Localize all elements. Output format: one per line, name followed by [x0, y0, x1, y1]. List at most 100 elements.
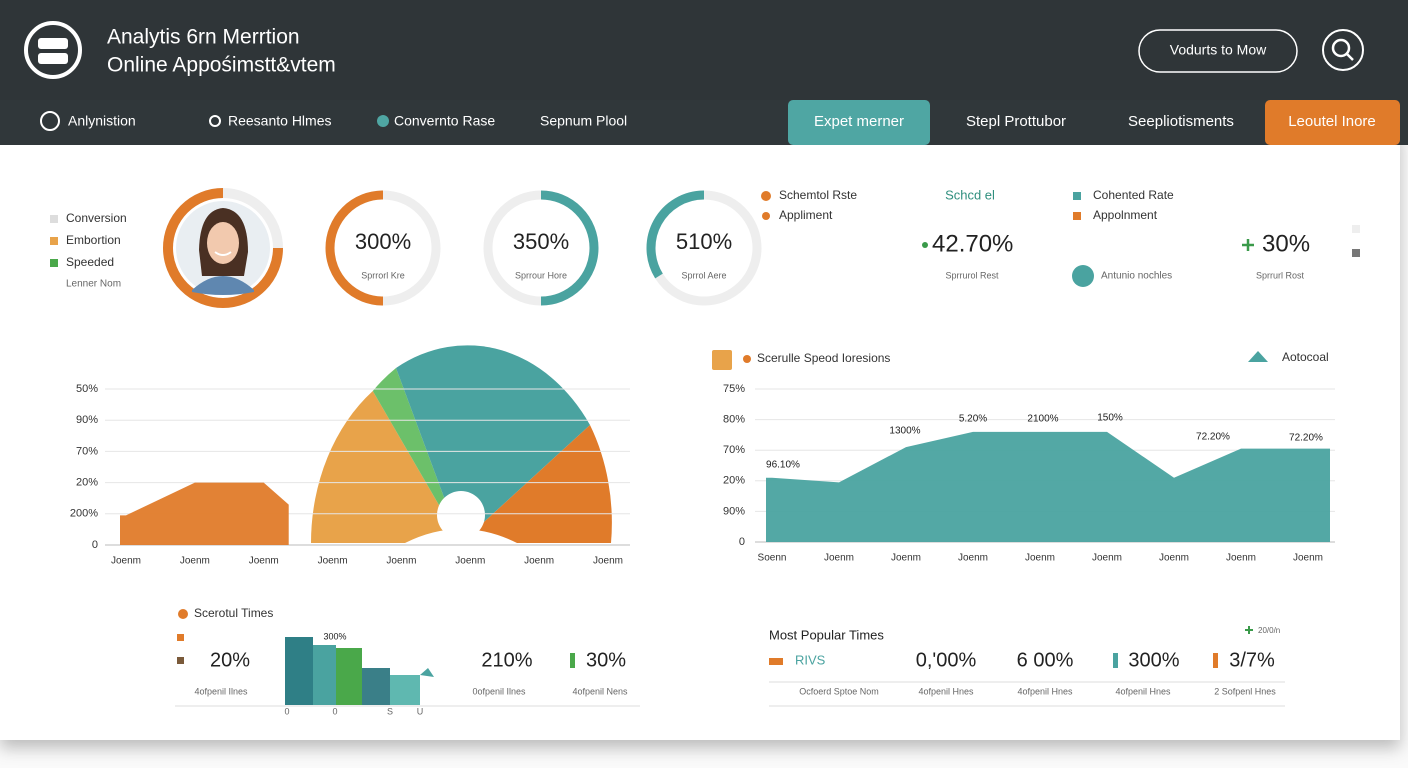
header-button-label[interactable]: Vodurts to Mow — [1170, 42, 1267, 58]
mini-tick: S — [387, 706, 393, 716]
x-tick-label: Joenm — [249, 556, 279, 567]
x-tick-label: Joenm — [1159, 553, 1189, 564]
search-button[interactable] — [1322, 29, 1364, 71]
search-icon — [1346, 53, 1354, 61]
ring-arc — [325, 190, 384, 306]
header-button[interactable] — [1138, 29, 1298, 73]
row-icon — [1113, 653, 1118, 668]
annotation: 1300% — [889, 426, 920, 437]
nav-item[interactable]: Sepnum Plool — [540, 113, 627, 129]
pie-hole — [437, 491, 485, 539]
stats-heading: Schcd el — [945, 187, 995, 202]
legend-label: Appliment — [779, 208, 833, 222]
ring-label: Sprrorl Kre — [361, 270, 405, 280]
ring-value: 300% — [355, 229, 411, 254]
x-tick-label: Joenm — [386, 556, 416, 567]
legend-label: Cohented Rate — [1093, 188, 1174, 202]
annotation: 96.10% — [766, 460, 800, 471]
ring-label: Sprrol Aere — [681, 270, 726, 280]
x-tick-label: Joenm — [1092, 553, 1122, 564]
x-tick-label: Soenn — [758, 553, 787, 564]
note-icon — [1072, 265, 1094, 287]
kpi-value: 30% — [1262, 230, 1310, 257]
row-cell: 0,'00% — [916, 649, 977, 671]
nav-item[interactable]: Reesanto Hlmes — [228, 113, 332, 129]
row-label: 4ofpenil Hnes — [1115, 686, 1171, 696]
note: Antunio nochles — [1101, 271, 1172, 282]
x-tick-label: Joenm — [1025, 553, 1055, 564]
row-cell: 300% — [1128, 649, 1179, 671]
tab[interactable]: Seepliotisments — [1128, 113, 1234, 130]
legend-swatch — [712, 350, 732, 370]
legend-swatch — [50, 259, 58, 267]
tab-active[interactable] — [788, 100, 930, 145]
row-label: 2 Sofpenl Hnes — [1214, 686, 1276, 696]
legend-label: Conversion — [66, 211, 127, 225]
tab[interactable]: Expet merner — [814, 113, 904, 130]
mini-label: 300% — [323, 631, 346, 641]
avatar — [207, 222, 239, 264]
cell-value: 30% — [586, 649, 626, 671]
mini-tick: 0 — [284, 706, 289, 716]
trend-dot — [922, 242, 928, 248]
y-tick-label: 20% — [723, 475, 745, 487]
mini-bar — [362, 668, 390, 705]
nav-item[interactable]: Convernto Rase — [394, 113, 495, 129]
x-tick-label: Joenm — [318, 556, 348, 567]
ring-value: 510% — [676, 229, 732, 254]
legend-dot — [761, 191, 771, 201]
row-icon — [769, 658, 783, 665]
legend-label: Aotocoal — [1282, 350, 1329, 364]
pie-slice — [311, 391, 461, 543]
y-tick-label: 0 — [92, 539, 98, 551]
y-tick-label: 90% — [723, 505, 745, 517]
kpi-label: Sprrurol Rest — [945, 270, 999, 280]
legend-swatch — [1073, 192, 1081, 200]
y-tick-label: 200% — [70, 508, 98, 520]
cell-label: 4ofpenil Nens — [572, 686, 628, 696]
annotation: 150% — [1097, 413, 1123, 424]
mini-tick: U — [417, 706, 424, 716]
section-title: Scerotul Times — [194, 606, 273, 620]
y-tick-label: 20% — [76, 477, 98, 489]
nav-icon — [377, 115, 389, 127]
annotation: 72.20% — [1289, 433, 1323, 444]
tab[interactable]: Stepl Prottubor — [966, 113, 1066, 130]
tab[interactable]: Leoutel Inore — [1288, 113, 1376, 130]
search-icon — [1331, 38, 1351, 58]
nav-bar — [0, 100, 1408, 145]
avatar-ring — [163, 188, 283, 308]
app-title: Analytis 6rn Merrtion — [107, 26, 300, 49]
legend-swatch — [50, 237, 58, 245]
cell-label: 0ofpenil Ilnes — [472, 686, 526, 696]
y-tick-label: 70% — [76, 445, 98, 457]
x-tick-label: Joenm — [593, 556, 623, 567]
badge-icon — [1245, 626, 1253, 634]
mini-bar — [313, 645, 336, 705]
indicator — [1352, 225, 1360, 233]
section-title: Most Popular Times — [769, 627, 884, 642]
x-tick-label: Joenm — [1226, 553, 1256, 564]
legend-label: Schemtol Rste — [779, 188, 857, 202]
row-label: 4ofpenil Hnes — [1017, 686, 1073, 696]
nav-icon — [40, 111, 60, 131]
tab-highlight[interactable] — [1265, 100, 1400, 145]
legend-label: Appolnment — [1093, 208, 1158, 222]
ring-arc — [540, 190, 599, 306]
cell-value: 210% — [481, 649, 532, 671]
ring-value: 350% — [513, 229, 569, 254]
legend-icon — [1248, 351, 1268, 362]
nav-icon — [209, 115, 221, 127]
nav-item[interactable]: Anlynistion — [68, 113, 136, 129]
legend-note: Lenner Nom — [66, 279, 121, 290]
x-tick-label: Joenm — [180, 556, 210, 567]
legend-label: Speeded — [66, 255, 114, 269]
badge: 20/0/n — [1258, 626, 1280, 635]
legend-dot — [762, 212, 770, 220]
avatar — [214, 251, 232, 256]
mini-arrow — [420, 668, 434, 677]
x-tick-label: Joenm — [1293, 553, 1323, 564]
legend-label: Embortion — [66, 233, 121, 247]
trend-plus — [1242, 239, 1254, 251]
x-tick-label: Joenm — [111, 556, 141, 567]
